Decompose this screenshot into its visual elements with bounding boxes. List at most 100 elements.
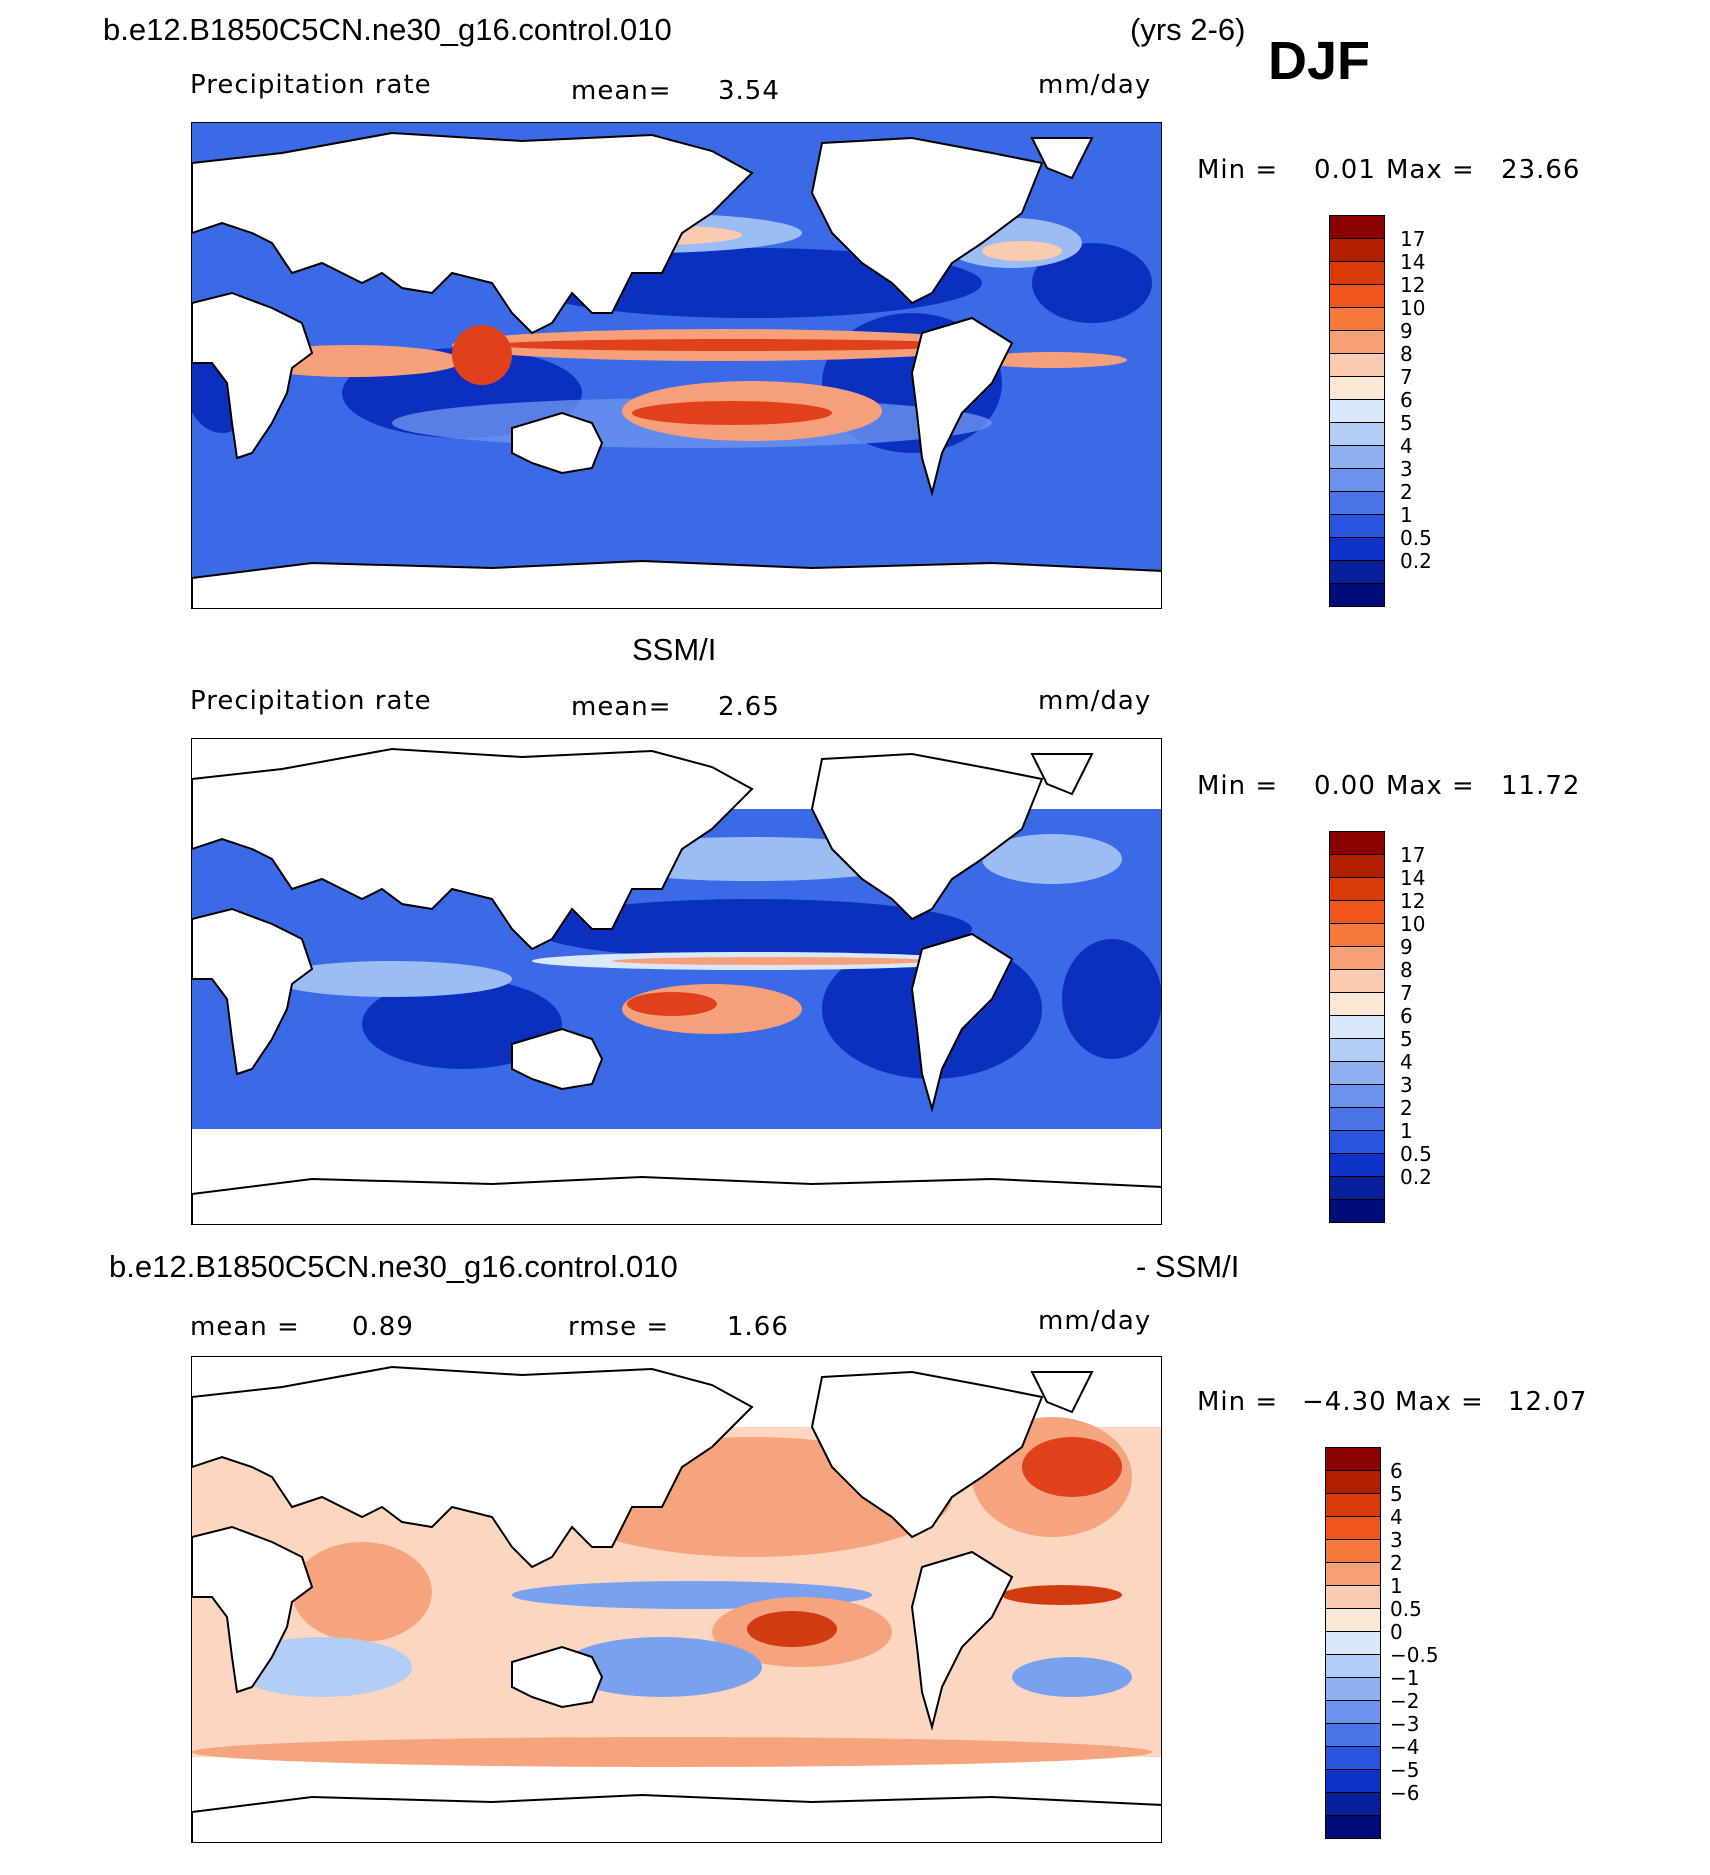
land-masses: [192, 131, 1161, 608]
colorbar-swatch: [1329, 1176, 1385, 1200]
colorbar-swatch: [1325, 1631, 1381, 1655]
panel2-min-value: 0.00: [1314, 771, 1376, 801]
colorbar-tick-label: 12: [1400, 889, 1426, 913]
colorbar-tick-label: −4: [1390, 1735, 1420, 1759]
panel1-max-value: 23.66: [1501, 155, 1581, 185]
indian-ocean-light: [272, 961, 512, 997]
colorbar-swatch: [1329, 215, 1385, 239]
colorbar-tick-label: −2: [1390, 1689, 1420, 1713]
south-indian-negative: [232, 1637, 412, 1697]
colorbar-swatch: [1329, 491, 1385, 515]
colorbar-swatch: [1329, 514, 1385, 538]
panel3-mean-label: mean =: [190, 1312, 300, 1342]
panel3-title-left: b.e12.B1850C5CN.ne30_g16.control.010: [109, 1249, 678, 1284]
panel3-mean-value: 0.89: [352, 1312, 414, 1342]
south-pacific-negative: [562, 1637, 762, 1697]
colorbar-tick-label: 2: [1400, 480, 1413, 504]
colorbar-swatch: [1329, 583, 1385, 607]
land-masses: [192, 747, 1161, 1224]
panel1-units: mm/day: [1038, 70, 1152, 100]
colorbar-tick-label: 0.5: [1390, 1597, 1422, 1621]
colorbar-swatch: [1325, 1723, 1381, 1747]
colorbar-tick-label: 6: [1400, 388, 1413, 412]
panel1-field-label: Precipitation rate: [190, 70, 432, 100]
panel3-rmse-value: 1.66: [727, 1312, 789, 1342]
panel3-min-value: −4.30: [1302, 1387, 1387, 1417]
land-masses: [192, 1365, 1161, 1842]
land-north-america: [810, 1370, 1044, 1539]
colorbar-swatch: [1329, 238, 1385, 262]
land-greenland: [1030, 137, 1094, 180]
colorbar-tick-label: 17: [1400, 227, 1426, 251]
spcz-hot-core: [627, 992, 717, 1016]
panel3-max-label: Max =: [1395, 1387, 1484, 1417]
land-eurasia: [192, 131, 754, 335]
colorbar-swatch: [1329, 376, 1385, 400]
colorbar-swatch: [1325, 1470, 1381, 1494]
midlat-light-band: [982, 834, 1122, 884]
colorbar-tick-label: 3: [1390, 1528, 1403, 1552]
colorbar-tick-label: 2: [1390, 1551, 1403, 1575]
panel3-map-svg: [192, 1357, 1161, 1842]
colorbar-swatch: [1329, 307, 1385, 331]
land-north-america: [810, 752, 1044, 921]
colorbar-swatch: [1329, 900, 1385, 924]
colorbar-tick-label: −5: [1390, 1758, 1420, 1782]
colorbar-swatch: [1329, 946, 1385, 970]
land-australia: [511, 411, 604, 475]
spcz-hot-core: [747, 1611, 837, 1647]
colorbar-swatch: [1325, 1654, 1381, 1678]
land-eurasia: [192, 1365, 754, 1569]
colorbar-tick-label: 7: [1400, 981, 1413, 1005]
colorbar-tick-label: 0.2: [1400, 549, 1432, 573]
colorbar-tick-label: −1: [1390, 1666, 1420, 1690]
colorbar-swatch: [1329, 831, 1385, 855]
panel1-colorbar: [1329, 215, 1385, 607]
land-antarctica: [192, 559, 1161, 608]
colorbar-swatch: [1329, 1199, 1385, 1223]
colorbar-tick-label: 0.5: [1400, 1142, 1432, 1166]
colorbar-tick-label: 3: [1400, 1073, 1413, 1097]
colorbar-tick-label: 9: [1400, 935, 1413, 959]
colorbar-tick-label: 1: [1400, 1119, 1413, 1143]
land-eurasia: [192, 747, 754, 951]
colorbar-swatch: [1329, 1107, 1385, 1131]
panel2-title: SSM/I: [632, 632, 717, 667]
land-australia: [511, 1645, 604, 1709]
colorbar-swatch: [1325, 1516, 1381, 1540]
land-australia: [511, 1027, 604, 1091]
panel3-colorbar: [1325, 1447, 1381, 1839]
colorbar-tick-label: 4: [1390, 1505, 1403, 1529]
colorbar-swatch: [1325, 1746, 1381, 1770]
colorbar-swatch: [1329, 353, 1385, 377]
panel3-rmse-label: rmse =: [568, 1312, 670, 1342]
panel3-title-right: - SSM/I: [1136, 1249, 1240, 1284]
colorbar-swatch: [1329, 1038, 1385, 1062]
colorbar-tick-label: 1: [1400, 503, 1413, 527]
colorbar-swatch: [1325, 1700, 1381, 1724]
colorbar-tick-label: 10: [1400, 296, 1426, 320]
colorbar-tick-label: 5: [1400, 411, 1413, 435]
years-label: (yrs 2-6): [1130, 12, 1246, 47]
panel3-max-value: 12.07: [1508, 1387, 1588, 1417]
colorbar-tick-label: 1: [1390, 1574, 1403, 1598]
colorbar-swatch: [1329, 877, 1385, 901]
subtropic-deep-zone: [532, 899, 972, 959]
colorbar-swatch: [1329, 1061, 1385, 1085]
panel2-colorbar: [1329, 831, 1385, 1223]
colorbar-tick-label: −0.5: [1390, 1643, 1439, 1667]
north-atlantic-core: [1022, 1437, 1122, 1497]
season-label: DJF: [1268, 31, 1371, 91]
subtropic-deep-zone: [1032, 243, 1152, 323]
colorbar-tick-label: 10: [1400, 912, 1426, 936]
panel2-field-label: Precipitation rate: [190, 686, 432, 716]
colorbar-swatch: [1325, 1769, 1381, 1793]
atlantic-itcz-positive: [1002, 1585, 1122, 1605]
land-antarctica: [192, 1793, 1161, 1842]
colorbar-swatch: [1325, 1585, 1381, 1609]
land-greenland: [1030, 1371, 1094, 1414]
colorbar-swatch: [1329, 261, 1385, 285]
panel1-mean-label: mean=: [571, 76, 672, 106]
colorbar-tick-label: 2: [1400, 1096, 1413, 1120]
colorbar-tick-label: 17: [1400, 843, 1426, 867]
